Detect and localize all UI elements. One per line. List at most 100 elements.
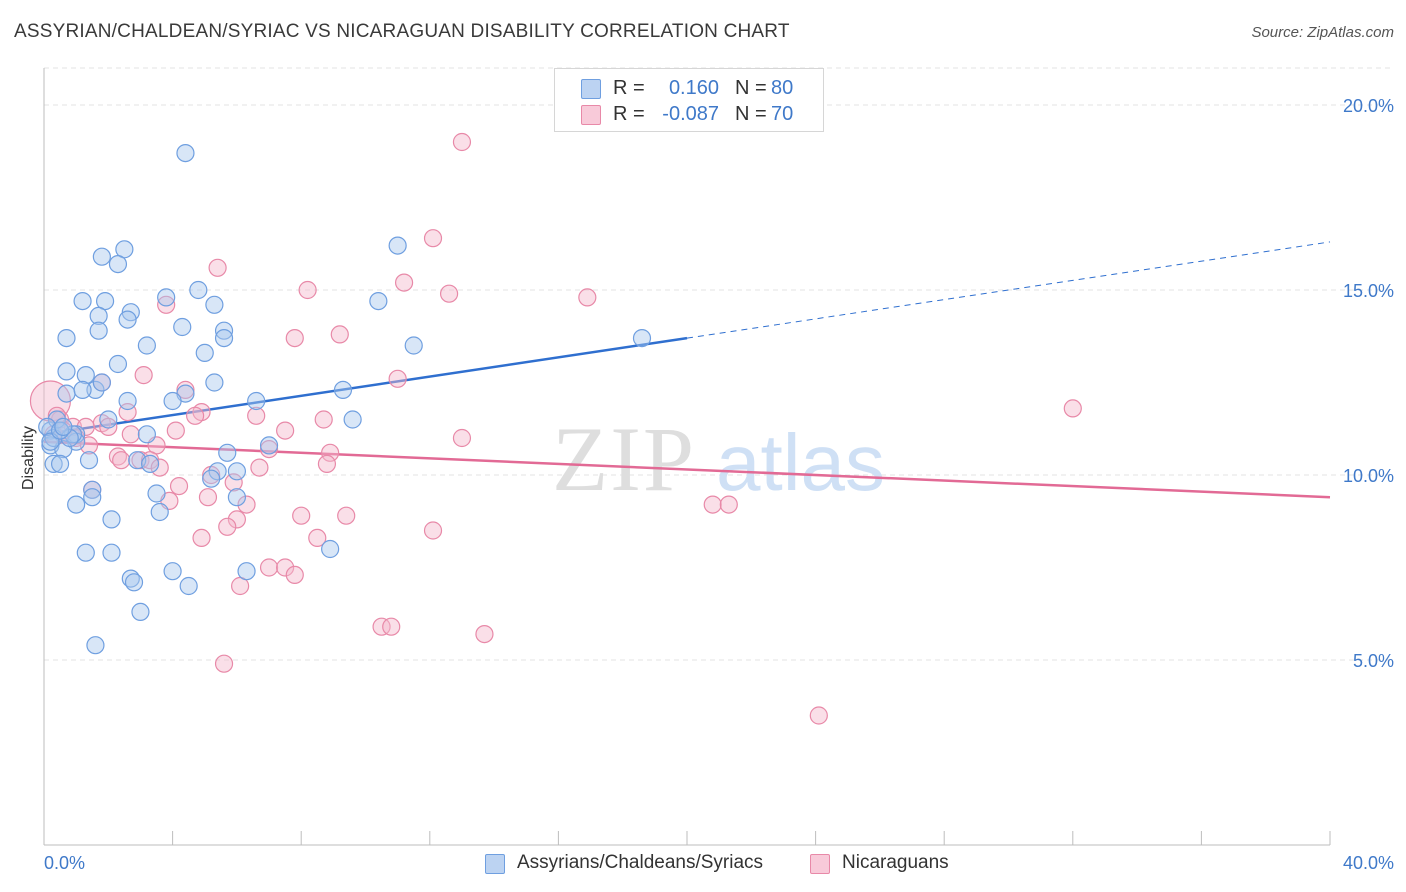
point-assyrians <box>632 329 652 348</box>
point-assyrians <box>173 317 192 337</box>
y-tick-label: 5.0% <box>1353 651 1394 671</box>
point-nicaraguans <box>218 517 237 536</box>
series-legend-swatch-pink <box>810 854 830 874</box>
point-assyrians <box>140 454 160 473</box>
point-assyrians <box>202 469 221 488</box>
point-assyrians <box>163 391 182 411</box>
point-assyrians <box>205 373 224 392</box>
point-nicaraguans <box>259 558 279 577</box>
legend-r-label: R = <box>613 77 645 99</box>
point-nicaraguans <box>285 329 304 348</box>
point-assyrians <box>218 443 237 462</box>
trend-line-assyrians-extension <box>686 241 1331 339</box>
point-assyrians <box>343 410 362 429</box>
point-nicaraguans <box>439 284 459 303</box>
source-label: Source: ZipAtlas.com <box>1251 24 1394 41</box>
point-assyrians <box>333 380 353 399</box>
y-tick-label: 10.0% <box>1343 466 1394 486</box>
point-assyrians <box>73 380 92 399</box>
point-nicaraguans <box>423 521 443 540</box>
point-assyrians <box>247 391 266 411</box>
chart-title: ASSYRIAN/CHALDEAN/SYRIAC VS NICARAGUAN D… <box>14 21 790 42</box>
point-nicaraguans <box>192 528 211 548</box>
trend-lines <box>43 241 1331 499</box>
point-nicaraguans <box>276 558 295 577</box>
point-nicaraguans <box>99 417 118 436</box>
point-assyrians <box>150 502 169 522</box>
point-nicaraguans <box>237 495 256 514</box>
point-nicaraguans <box>423 229 443 248</box>
point-assyrians <box>57 384 76 403</box>
series-legend-label: Nicaraguans <box>842 852 949 873</box>
point-nicaraguans <box>388 369 407 388</box>
point-assyrians <box>176 144 195 163</box>
point-nicaraguans <box>276 421 295 440</box>
point-assyrians <box>118 310 137 329</box>
point-assyrians <box>79 451 99 470</box>
legend-n-value: 80 <box>771 77 794 99</box>
point-nicaraguans <box>1063 399 1082 418</box>
point-assyrians <box>99 410 118 429</box>
point-nicaraguans <box>285 565 304 585</box>
point-assyrians <box>86 636 105 655</box>
point-assyrians <box>369 292 388 311</box>
point-assyrians <box>179 576 198 596</box>
point-assyrians <box>47 410 66 429</box>
legend-r-value: -0.087 <box>662 103 719 125</box>
point-assyrians <box>259 436 279 455</box>
point-nicaraguans <box>382 617 401 636</box>
point-assyrians <box>388 236 407 255</box>
point-assyrians <box>237 562 256 581</box>
point-assyrians <box>57 362 76 381</box>
point-nicaraguans <box>166 421 185 440</box>
series-legend-label: Assyrians/Chaldeans/Syriacs <box>517 852 764 873</box>
point-assyrians <box>208 462 227 481</box>
legend-swatch-blue <box>581 79 601 99</box>
trend-line-assyrians <box>43 336 688 436</box>
point-assyrians <box>50 454 70 473</box>
point-nicaraguans <box>247 406 266 425</box>
point-nicaraguans <box>150 458 169 477</box>
point-nicaraguans <box>314 410 333 429</box>
point-assyrians <box>83 488 102 507</box>
point-nicaraguans <box>214 654 234 673</box>
point-assyrians <box>124 573 144 592</box>
point-assyrians <box>404 336 423 355</box>
point-nicaraguans <box>224 473 243 492</box>
point-nicaraguans <box>809 706 828 725</box>
watermark-atlas: atlas <box>716 418 885 507</box>
legend-row-nicaraguans: R = -0.087 N = 70 <box>555 101 823 127</box>
series-legend-swatch-blue <box>485 854 505 874</box>
point-nicaraguans <box>578 288 597 307</box>
watermark-zip: ZIP <box>552 408 696 510</box>
point-assyrians <box>227 462 246 481</box>
point-assyrians <box>147 484 166 503</box>
legend-r-label: R = <box>613 103 645 125</box>
point-nicaraguans <box>394 273 414 292</box>
point-assyrians <box>89 321 108 340</box>
series-assyrians <box>38 144 652 655</box>
point-assyrians <box>102 510 121 529</box>
point-nicaraguans <box>198 488 218 507</box>
point-assyrians <box>163 562 182 581</box>
legend-row-assyrians: R = 0.160 N = 80 <box>555 75 823 101</box>
point-assyrians <box>214 321 234 340</box>
point-assyrians <box>83 480 102 499</box>
point-assyrians <box>108 354 128 374</box>
legend-n-label: N = <box>735 77 767 99</box>
point-assyrians <box>205 295 224 314</box>
point-assyrians <box>57 329 76 348</box>
point-nicaraguans <box>337 506 356 525</box>
point-nicaraguans <box>330 325 349 344</box>
point-nicaraguans <box>121 425 140 444</box>
point-assyrians <box>108 255 128 274</box>
point-assyrians <box>214 329 234 348</box>
point-nicaraguans <box>250 458 269 477</box>
point-assyrians <box>60 428 79 448</box>
point-assyrians <box>92 373 111 392</box>
point-nicaraguans <box>298 280 317 300</box>
y-tick-label: 15.0% <box>1343 281 1394 301</box>
point-nicaraguans <box>452 428 472 448</box>
axes <box>43 68 1331 846</box>
